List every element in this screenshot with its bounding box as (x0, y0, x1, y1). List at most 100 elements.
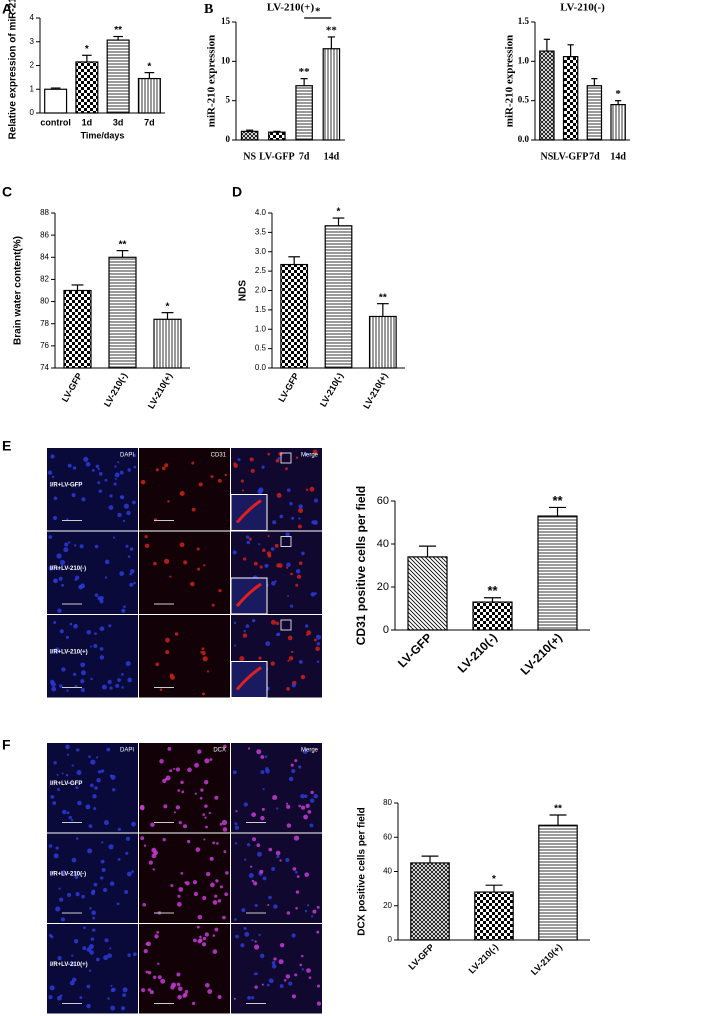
cell-dot (316, 1001, 321, 1006)
cell-dot (299, 963, 303, 967)
micrograph (47, 448, 138, 531)
y-tick-label: 60 (383, 832, 392, 841)
cell-dot (183, 560, 188, 565)
y-tick-label: 0.5 (255, 344, 267, 353)
y-tick-label: 0 (226, 134, 231, 144)
inset-vessel (235, 499, 262, 524)
cell-dot (95, 464, 100, 469)
significance-label: * (492, 874, 496, 885)
cell-dot (298, 504, 303, 509)
cell-dot (293, 835, 300, 841)
cell-dot (125, 851, 129, 855)
bar (539, 50, 555, 141)
cell-dot (69, 781, 73, 785)
cell-dot (295, 568, 301, 574)
cell-dot (98, 472, 103, 476)
cell-dot (153, 561, 157, 566)
cell-dot (104, 938, 109, 943)
y-tick-label: 20 (377, 581, 389, 593)
cell-dot (310, 790, 314, 795)
cell-dot (254, 944, 260, 950)
cell-dot (233, 463, 238, 468)
cell-dot (247, 747, 251, 750)
cell-dot (132, 453, 136, 458)
cell-dot (88, 755, 92, 759)
cell-dot (71, 962, 75, 966)
cell-dot (110, 988, 115, 993)
cell-dot (316, 642, 321, 646)
cell-dot (217, 994, 222, 999)
cell-dot (301, 551, 305, 556)
cell-dot (144, 534, 148, 539)
cell-dot (85, 804, 91, 810)
y-axis-label: miR-210 expression (504, 35, 516, 127)
cell-dot (97, 481, 101, 485)
cell-dot (176, 901, 182, 907)
y-tick-label: 0.0 (518, 134, 530, 144)
cell-dot (180, 780, 184, 785)
cell-dot (187, 767, 192, 773)
chart: 0 5 10 15 NS LV-GFP ** 7d ** 14d * miR-210 expressi… (204, 2, 345, 162)
cell-dot (301, 968, 305, 971)
cell-dot (274, 580, 277, 583)
cell-dot (254, 903, 258, 907)
cell-dot (57, 608, 62, 613)
cell-dot (183, 992, 188, 998)
bar (324, 225, 353, 369)
cell-dot (159, 688, 163, 691)
cell-dot (75, 575, 80, 580)
cell-dot (225, 871, 229, 875)
cell-dot (234, 918, 237, 921)
cell-dot (108, 844, 114, 850)
x-tick-label: 7d (589, 151, 600, 162)
cell-dot (59, 897, 64, 902)
y-tick-label: 2 (30, 61, 35, 70)
cell-dot (148, 860, 153, 865)
cell-dot (202, 936, 207, 941)
cell-dot (276, 632, 281, 637)
cell-dot (99, 599, 104, 604)
cell-dot (215, 879, 219, 883)
cell-dot (104, 576, 108, 579)
cell-dot (126, 871, 132, 877)
cell-dot (179, 491, 185, 497)
cell-dot (109, 494, 113, 498)
x-tick-label: 7d (299, 151, 310, 162)
cell-dot (163, 804, 168, 809)
cell-dot (294, 759, 298, 763)
significance-label: ** (554, 804, 562, 815)
cell-dot (48, 933, 52, 937)
cell-dot (112, 788, 116, 792)
cell-dot (174, 632, 179, 636)
cell-dot (292, 867, 297, 871)
cell-dot (239, 656, 245, 662)
cell-dot (240, 479, 244, 483)
bar (44, 88, 68, 114)
cell-dot (195, 847, 201, 852)
y-tick-label: 1.5 (255, 305, 267, 314)
x-tick-label: 14d (610, 151, 626, 162)
cell-dot (207, 989, 213, 995)
cell-dot (196, 547, 200, 551)
x-tick-label: LV-GFP (259, 151, 295, 162)
y-tick-label: 84 (40, 252, 49, 261)
cell-dot (52, 515, 58, 521)
bar (75, 61, 99, 114)
x-tick-label: 14d (324, 151, 340, 162)
cell-dot (116, 902, 120, 906)
cell-dot (180, 871, 184, 875)
cell-dot (170, 884, 174, 888)
cell-dot (114, 472, 120, 478)
cell-dot (244, 931, 250, 937)
cell-dot (152, 868, 156, 871)
bar (322, 48, 341, 141)
cell-dot (86, 947, 92, 952)
cell-dot (156, 931, 159, 934)
cell-dot (179, 542, 185, 548)
y-tick-label: 4.0 (255, 208, 267, 217)
significance-label: ** (487, 583, 498, 598)
cell-dot (212, 949, 218, 954)
cell-dot (92, 916, 96, 920)
cell-dot (286, 562, 291, 568)
cell-dot (60, 917, 65, 922)
